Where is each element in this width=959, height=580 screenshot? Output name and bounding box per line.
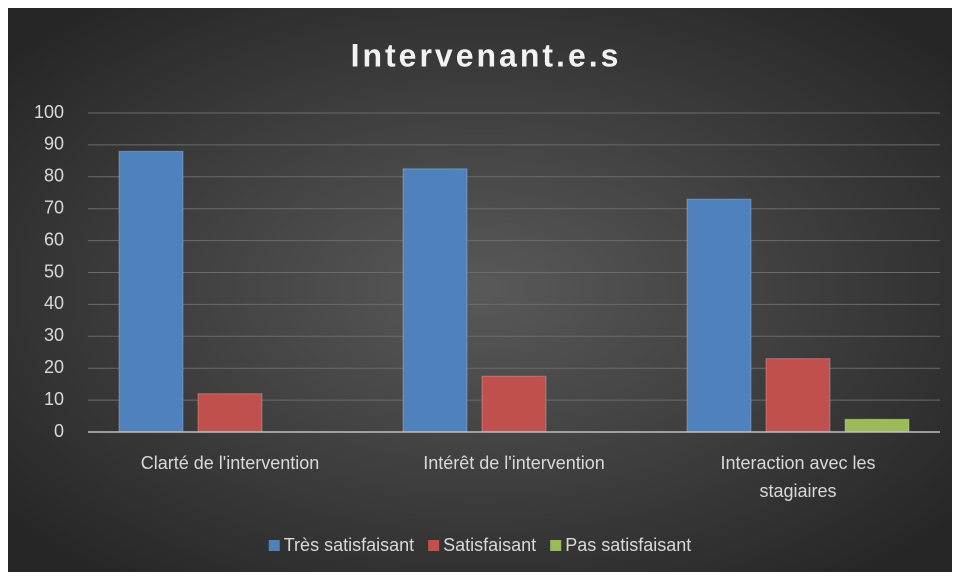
y-tick-label: 10 xyxy=(44,389,64,409)
y-tick-label: 70 xyxy=(44,197,64,217)
legend-swatch xyxy=(268,540,280,551)
y-tick-label: 30 xyxy=(44,325,64,345)
bar xyxy=(844,418,910,433)
legend-label: Pas satisfaisant xyxy=(565,535,691,555)
legend-swatch xyxy=(428,540,440,551)
y-tick-label: 80 xyxy=(44,166,64,186)
x-tick-label: Clarté de l'intervention xyxy=(141,453,320,473)
y-tick-label: 60 xyxy=(44,229,64,249)
bar xyxy=(481,375,547,433)
legend-swatch xyxy=(550,540,562,551)
bar xyxy=(402,168,468,433)
x-tick-label: Intérêt de l'intervention xyxy=(423,453,605,473)
chart-title: Intervenant.e.s xyxy=(351,37,622,73)
y-tick-label: 20 xyxy=(44,357,64,377)
bar xyxy=(197,393,263,433)
y-tick-label: 90 xyxy=(44,134,64,154)
y-tick-label: 100 xyxy=(34,102,64,122)
bar xyxy=(686,198,752,433)
bar xyxy=(118,150,184,433)
y-tick-label: 0 xyxy=(54,421,64,441)
bar xyxy=(765,358,831,433)
y-tick-label: 40 xyxy=(44,293,64,313)
legend-label: Satisfaisant xyxy=(443,535,536,555)
legend-label: Très satisfaisant xyxy=(284,535,414,555)
y-tick-label: 50 xyxy=(44,261,64,281)
x-tick-label: Interaction avec les stagiaires xyxy=(720,453,875,501)
